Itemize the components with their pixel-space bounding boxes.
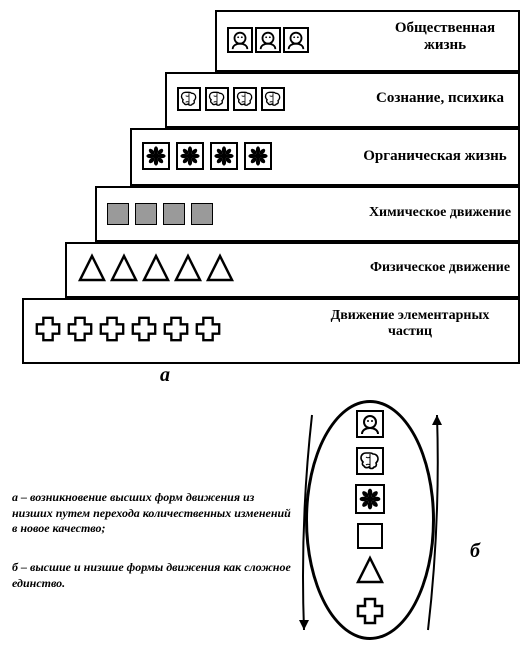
- arrow-down-icon: [0, 0, 528, 660]
- caption-letter-b: б: [470, 540, 480, 563]
